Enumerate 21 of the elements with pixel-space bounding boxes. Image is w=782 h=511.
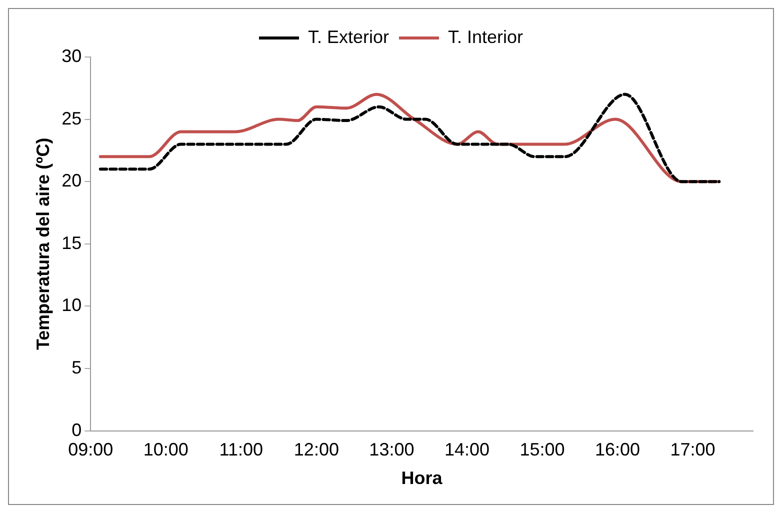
x-tick-label: 10:00: [143, 440, 188, 460]
line-series: [98, 92, 721, 184]
y-tick-label: 20: [62, 170, 82, 191]
x-tick-label: 13:00: [369, 440, 414, 460]
x-tick-label: 15:00: [520, 440, 565, 460]
x-tick-label: 17:00: [670, 440, 716, 460]
legend-label: T. Interior: [448, 26, 524, 47]
y-tick-label: 10: [62, 295, 82, 316]
y-axis-title: Temperatura del aire (ºC): [32, 138, 53, 350]
y-tick-label: 5: [72, 357, 82, 378]
x-tick-label: 12:00: [294, 440, 339, 460]
x-tick-label: 09:00: [68, 440, 114, 460]
legend-label: T. Exterior: [308, 26, 390, 47]
x-tick-label: 11:00: [219, 440, 264, 460]
x-tick-label: 14:00: [444, 440, 490, 460]
x-tick-label: 16:00: [594, 440, 640, 460]
y-tick-label: 0: [72, 420, 82, 440]
x-axis-title: Hora: [401, 468, 444, 488]
y-tick-label: 15: [62, 232, 82, 253]
y-tick-label: 30: [62, 46, 82, 66]
y-tick-label: 25: [62, 108, 82, 128]
